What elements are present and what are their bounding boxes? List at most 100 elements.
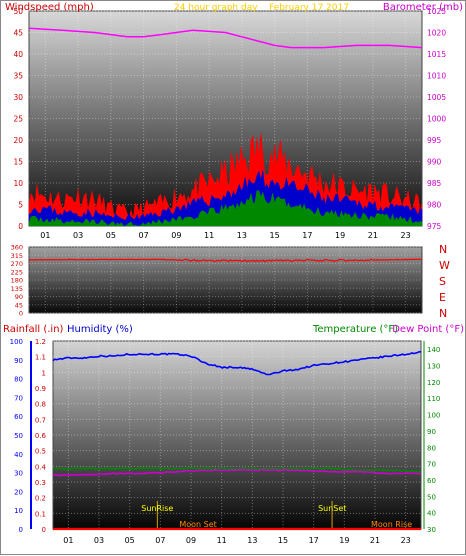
wind-x-tick-label: 11 — [204, 231, 214, 240]
graph-title: 24 hour graph day — [174, 3, 258, 13]
wind-x-tick-label: 17 — [302, 231, 312, 240]
graph-date: February 17 2017 — [269, 3, 349, 13]
wind-x-tick-label: 07 — [139, 231, 149, 240]
wind-series-wind_avg — [28, 170, 423, 227]
wind-x-tick-label: 15 — [270, 231, 280, 240]
barometer-tick-label: 1010 — [427, 72, 446, 81]
direction-tick-label: 315 — [11, 252, 23, 260]
wind-tick-label: 15 — [13, 158, 23, 167]
humidity-panel-background — [52, 340, 422, 530]
humidity-tick-label: 90 — [14, 357, 23, 365]
wind-tick-label: 20 — [13, 136, 23, 145]
wind-x-tick-label: 21 — [368, 231, 378, 240]
wind-series-wind_min — [28, 190, 423, 227]
wind-tick-label: 5 — [18, 201, 23, 210]
wind-x-tick-label: 19 — [335, 231, 345, 240]
wind-x-tick-label: 09 — [171, 231, 181, 240]
barometer-axis-title: Barometer (mb) — [383, 2, 463, 13]
temperature-tick-label: 90 — [427, 428, 436, 436]
moonrise-label: Moon Rise — [371, 520, 412, 529]
axis-layer: 0510152025303540455097598098599099510001… — [10, 7, 447, 545]
temperature-tick-label: 80 — [427, 444, 436, 452]
temperature-tick-label: 70 — [427, 461, 436, 469]
wind-tick-label: 40 — [13, 50, 23, 59]
wind-x-tick-label: 01 — [40, 231, 50, 240]
direction-tick-label: 0 — [19, 310, 23, 318]
humidity-tick-label: 70 — [14, 394, 23, 402]
rainfall-axis-title: Rainfall (.in) — [3, 324, 64, 335]
barometer-series-line — [28, 27, 423, 49]
humidity-x-tick-label: 19 — [339, 536, 349, 545]
rain-tick-label: 0.2 — [35, 495, 46, 503]
dewpoint-axis-title: Dew Point (°F) — [392, 324, 464, 335]
direction-tick-label: 135 — [11, 285, 23, 293]
compass-label-w: W — [439, 259, 450, 272]
wind-tick-label: 0 — [18, 222, 23, 231]
temperature-tick-label: 110 — [427, 395, 440, 403]
rain-tick-label: 0.1 — [35, 510, 46, 518]
humidity-x-tick-label: 01 — [63, 536, 73, 545]
barometer-tick-label: 1005 — [427, 93, 446, 102]
wind-tick-label: 25 — [13, 115, 23, 124]
humidity-tick-label: 50 — [14, 432, 23, 440]
marks-layer — [28, 27, 423, 531]
humidity-x-tick-label: 23 — [401, 536, 411, 545]
humidity-x-tick-label: 11 — [217, 536, 227, 545]
rain-tick-label: 0.9 — [35, 385, 46, 393]
barometer-tick-label: 975 — [427, 222, 442, 231]
temperature-tick-label: 120 — [427, 379, 440, 387]
wind-x-tick-label: 23 — [401, 231, 411, 240]
humidity-x-tick-label: 03 — [94, 536, 104, 545]
humidity-tick-label: 60 — [14, 413, 23, 421]
dewpoint-series-line — [52, 468, 422, 477]
sunset-label: SunSet — [318, 504, 346, 513]
compass-label-n-bottom: N — [439, 307, 447, 320]
barometer-tick-label: 995 — [427, 136, 442, 145]
barometer-tick-label: 990 — [427, 158, 442, 167]
temperature-tick-label: 30 — [427, 526, 436, 534]
rain-tick-label: 1.2 — [35, 338, 46, 346]
humidity-tick-label: 0 — [19, 526, 23, 534]
compass-label-n-top: N — [439, 243, 447, 256]
direction-panel-background — [28, 246, 423, 314]
wind-tick-label: 35 — [13, 72, 23, 81]
wind-tick-label: 50 — [13, 7, 23, 16]
direction-tick-label: 360 — [11, 244, 23, 252]
rain-tick-label: 0.7 — [35, 416, 46, 424]
grid-layer — [29, 10, 422, 530]
barometer-tick-label: 985 — [427, 179, 442, 188]
barometer-tick-label: 1015 — [427, 50, 446, 59]
temperature-tick-label: 40 — [427, 510, 436, 518]
wind-x-tick-label: 05 — [106, 231, 116, 240]
sunrise-label: SunRise — [141, 504, 173, 513]
rain-tick-label: 0.3 — [35, 479, 46, 487]
temperature-tick-label: 130 — [427, 363, 440, 371]
barometer-tick-label: 980 — [427, 201, 442, 210]
temperature-tick-label: 100 — [427, 412, 440, 420]
wind-x-tick-label: 03 — [73, 231, 83, 240]
rain-tick-label: 0 — [42, 526, 46, 534]
direction-tick-label: 225 — [11, 268, 23, 276]
rain-tick-label: 1.1 — [35, 354, 46, 362]
humidity-x-tick-label: 15 — [278, 536, 288, 545]
direction-tick-label: 180 — [11, 277, 23, 285]
direction-tick-label: 90 — [15, 293, 23, 301]
humidity-tick-label: 100 — [10, 338, 23, 346]
humidity-x-tick-label: 09 — [186, 536, 196, 545]
humidity-tick-label: 10 — [14, 507, 23, 515]
humidity-tick-label: 20 — [14, 488, 23, 496]
compass-label-s: S — [439, 275, 446, 288]
humidity-x-tick-label: 07 — [155, 536, 165, 545]
humidity-tick-label: 40 — [14, 451, 23, 459]
humidity-series-line — [52, 351, 421, 376]
rain-tick-label: 1 — [42, 369, 46, 377]
temperature-tick-label: 50 — [427, 493, 436, 501]
compass-label-e: E — [439, 291, 446, 304]
rain-tick-label: 0.4 — [35, 463, 47, 471]
direction-series-line — [28, 258, 423, 263]
barometer-tick-label: 1025 — [427, 7, 446, 16]
rain-tick-label: 0.5 — [35, 448, 46, 456]
wind-tick-label: 30 — [13, 93, 23, 102]
wind-tick-label: 45 — [13, 29, 23, 38]
